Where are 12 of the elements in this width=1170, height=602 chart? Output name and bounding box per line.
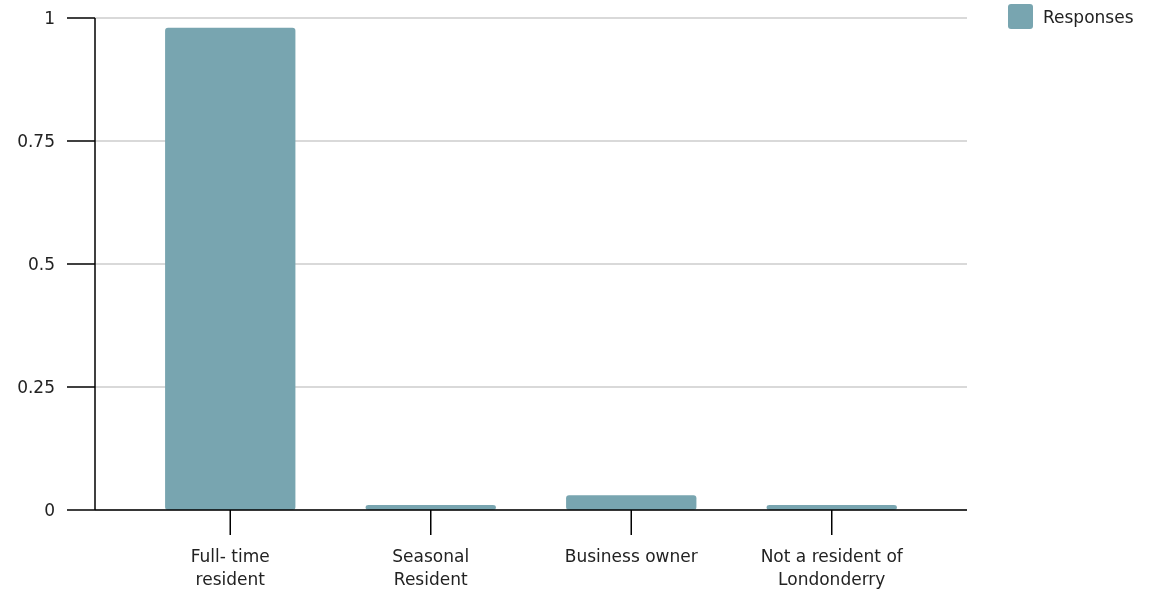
y-tick-label: 0.75 — [17, 130, 55, 151]
y-tick-label: 0.5 — [27, 253, 55, 274]
x-tick-label: Full- time resident — [190, 546, 270, 589]
bar — [566, 495, 697, 510]
x-tick-label: Not a resident of Londonderry — [760, 546, 904, 589]
y-tick-label: 0 — [44, 499, 55, 520]
x-tick-label: Business owner — [564, 546, 698, 566]
y-tick-label: 0.25 — [17, 376, 55, 397]
bar — [165, 27, 296, 510]
x-tick-label: Seasonal Resident — [392, 546, 470, 589]
legend-label: Responses — [1043, 6, 1134, 27]
y-tick-label: 1 — [44, 7, 55, 28]
